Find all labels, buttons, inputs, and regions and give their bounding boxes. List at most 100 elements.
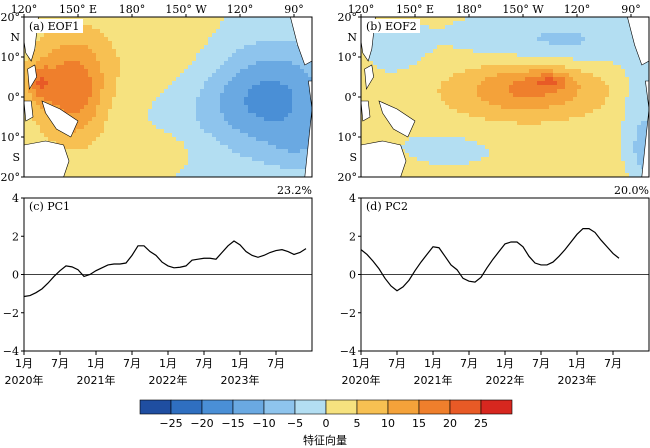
cell xyxy=(68,97,73,102)
cell xyxy=(561,113,566,118)
cell xyxy=(485,149,490,154)
cell xyxy=(44,121,49,126)
cell xyxy=(292,65,297,70)
cell xyxy=(188,81,193,86)
cell xyxy=(557,141,562,146)
cell xyxy=(557,25,562,30)
cell xyxy=(24,81,29,86)
cell xyxy=(124,41,129,46)
cell xyxy=(168,21,173,26)
cell xyxy=(405,145,410,150)
cell xyxy=(304,77,309,82)
cell xyxy=(160,173,165,177)
cell xyxy=(457,141,462,146)
cell xyxy=(429,73,434,78)
cell xyxy=(473,133,478,138)
cell xyxy=(304,113,309,118)
cell xyxy=(296,73,301,78)
cell xyxy=(108,81,113,86)
cell xyxy=(381,93,386,98)
cell xyxy=(120,77,125,82)
cell xyxy=(304,133,309,138)
cell xyxy=(88,97,93,102)
cell xyxy=(461,157,466,162)
cell xyxy=(385,53,390,58)
cell xyxy=(549,93,554,98)
cell xyxy=(441,101,446,106)
cell xyxy=(561,141,566,146)
cell xyxy=(236,137,241,142)
cell xyxy=(517,101,522,106)
cell xyxy=(489,61,494,66)
cell xyxy=(88,25,93,30)
cell xyxy=(48,53,53,58)
cell xyxy=(124,101,129,106)
cell xyxy=(72,109,77,114)
cell xyxy=(553,97,558,102)
cell xyxy=(477,173,482,177)
cell xyxy=(140,61,145,66)
cell xyxy=(64,45,69,50)
cell xyxy=(417,153,422,158)
cell xyxy=(180,33,185,38)
cell xyxy=(116,57,121,62)
cell xyxy=(140,97,145,102)
cell xyxy=(292,101,297,106)
cell xyxy=(224,81,229,86)
cell xyxy=(36,81,41,86)
cell xyxy=(240,137,245,142)
cell xyxy=(425,173,430,177)
cell xyxy=(292,161,297,166)
cell xyxy=(144,145,149,150)
cell xyxy=(80,157,85,162)
cell xyxy=(36,37,41,42)
cell xyxy=(553,129,558,134)
cell xyxy=(469,97,474,102)
cell xyxy=(457,149,462,154)
cell xyxy=(120,65,125,70)
cell xyxy=(501,29,506,34)
cell xyxy=(561,125,566,130)
cell xyxy=(204,125,209,130)
cell xyxy=(160,133,165,138)
cell xyxy=(292,93,297,98)
cell xyxy=(433,65,438,70)
cell xyxy=(284,137,289,142)
cell xyxy=(473,173,478,177)
cell xyxy=(256,161,261,166)
cell xyxy=(473,45,478,50)
cell xyxy=(457,101,462,106)
cell xyxy=(505,65,510,70)
cell xyxy=(433,137,438,142)
cell xyxy=(88,33,93,38)
cell xyxy=(44,45,49,50)
cell xyxy=(180,137,185,142)
cell xyxy=(212,137,217,142)
cell xyxy=(377,53,382,58)
cell xyxy=(441,129,446,134)
cell xyxy=(264,93,269,98)
cell xyxy=(72,37,77,42)
cell xyxy=(453,113,458,118)
cell xyxy=(517,17,522,22)
cell xyxy=(485,33,490,38)
cell xyxy=(445,45,450,50)
cell xyxy=(521,77,526,82)
cell xyxy=(485,21,490,26)
cell xyxy=(156,61,161,66)
cell xyxy=(220,169,225,174)
cell xyxy=(140,133,145,138)
cell xyxy=(216,133,221,138)
cell xyxy=(561,89,566,94)
cell xyxy=(557,93,562,98)
cell xyxy=(505,165,510,170)
cell xyxy=(276,29,281,34)
cell xyxy=(453,121,458,126)
cell xyxy=(128,161,133,166)
cell xyxy=(112,61,117,66)
cell xyxy=(509,165,514,170)
cell xyxy=(497,149,502,154)
cell xyxy=(553,93,558,98)
cell xyxy=(377,73,382,78)
cell xyxy=(148,65,153,70)
